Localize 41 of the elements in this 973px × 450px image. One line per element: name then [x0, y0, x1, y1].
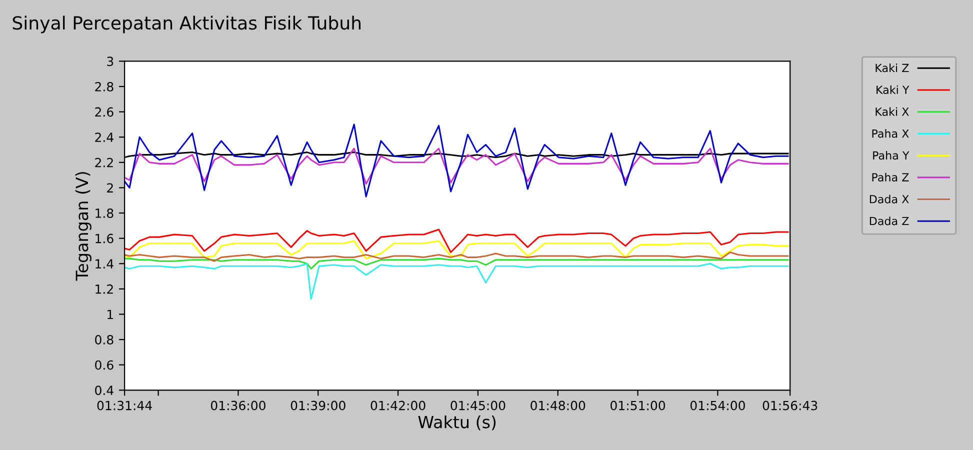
- x-tick-label: 01:31:44: [97, 400, 152, 410]
- line-series: [124, 258, 789, 270]
- y-tick-label: 1.6: [96, 234, 114, 244]
- y-tick-label: 2.6: [95, 107, 114, 117]
- legend-label: Kaki X: [876, 107, 909, 116]
- y-tick-label: 0.4: [95, 386, 114, 396]
- y-tick-label: 2.2: [95, 158, 113, 168]
- y-tick-label: 2.8: [95, 82, 114, 92]
- x-tick-label: 01:54:00: [690, 400, 745, 410]
- y-tick-label: 0.6: [95, 360, 114, 370]
- line-series: [124, 228, 789, 254]
- x-axis-title: Waktu (s): [418, 415, 496, 430]
- legend-label: Kaki Z: [876, 64, 909, 72]
- line-series: [124, 124, 789, 198]
- y-tick-label: 1.2: [96, 284, 113, 294]
- chart-title: Sinyal Percepatan Aktivitas Fisik Tubuh: [12, 16, 361, 34]
- y-tick-label: 1: [108, 310, 113, 319]
- y-tick-label: 1.4: [96, 259, 114, 268]
- legend-label: Dada Z: [870, 216, 909, 226]
- legend-label: Paha Y: [873, 151, 910, 160]
- legend-label: Paha X: [872, 129, 909, 138]
- x-tick-label: 01:36:00: [210, 400, 266, 410]
- y-tick-label: 0.8: [95, 335, 114, 344]
- legend-label: Paha Z: [872, 172, 909, 182]
- y-tick-label: 1.8: [96, 208, 114, 218]
- y-tick-label: 2.4: [95, 132, 114, 142]
- y-axis-title: Tegangan (V): [75, 172, 92, 281]
- y-tick-label: 2: [107, 183, 113, 192]
- line-series: [124, 262, 789, 300]
- y-tick-label: 3: [107, 56, 114, 66]
- x-tick-label: 01:48:00: [530, 400, 586, 410]
- x-tick-label: 01:45:00: [450, 400, 506, 410]
- x-tick-label: 01:51:00: [610, 400, 666, 410]
- line-series: [124, 251, 789, 262]
- x-tick-label: 01:39:00: [290, 400, 346, 410]
- legend-label: Kaki Y: [876, 85, 910, 94]
- x-tick-label: 01:42:00: [370, 400, 426, 410]
- line-series: [124, 148, 789, 185]
- x-tick-label: 01:56:43: [762, 400, 818, 410]
- line-series: [124, 240, 789, 260]
- legend-label: Dada X: [870, 194, 909, 204]
